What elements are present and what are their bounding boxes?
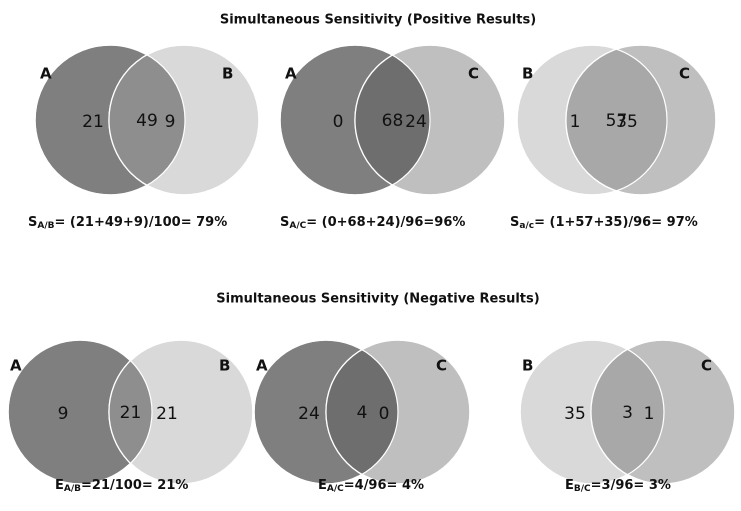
count: 57 <box>606 111 628 131</box>
section-title: Simultaneous Sensitivity (Negative Resul… <box>216 292 539 307</box>
venn: A C 0 68 24 SA/C= (0+68+24)/96=96% <box>279 44 506 231</box>
count: 0 <box>379 404 390 424</box>
formula-symbol: E <box>318 478 327 493</box>
formula-expression: = (0+68+24)/96=96% <box>306 215 465 230</box>
count: 1 <box>570 112 581 132</box>
count: 21 <box>82 112 104 132</box>
outline <box>354 44 506 196</box>
set-label: C <box>701 357 712 375</box>
set-label: B <box>522 357 533 375</box>
count: 35 <box>616 112 638 132</box>
count: 1 <box>644 404 655 424</box>
section-title: Simultaneous Sensitivity (Positive Resul… <box>220 13 536 28</box>
overlap <box>326 340 398 484</box>
formula-symbol: S <box>510 215 519 230</box>
outline <box>279 44 431 196</box>
set-label: A <box>256 357 268 375</box>
count: 68 <box>382 111 404 131</box>
count: 21 <box>120 403 142 423</box>
count: 4 <box>357 403 368 423</box>
formula-subscript: A/C <box>327 484 344 494</box>
formula-symbol: E <box>55 478 64 493</box>
set-label: C <box>468 65 479 83</box>
outline <box>519 339 665 485</box>
formula-subscript: a/c <box>519 221 534 231</box>
formula-expression: =4/96= 4% <box>344 478 424 493</box>
formula-expression: =21/100= 21% <box>81 478 188 493</box>
outline <box>590 339 736 485</box>
formula-expression: = (21+49+9)/100= 79% <box>55 215 228 230</box>
count: 49 <box>136 111 158 131</box>
formula-subscript: A/C <box>289 221 306 231</box>
formula-symbol: S <box>280 215 289 230</box>
count: 3 <box>622 403 633 423</box>
overlap <box>591 340 664 484</box>
count: 21 <box>156 404 178 424</box>
overlap <box>566 45 667 195</box>
count: 9 <box>58 404 69 424</box>
formula-expression: = (1+57+35)/96= 97% <box>534 215 698 230</box>
set-label: C <box>436 357 447 375</box>
formula: EA/C=4/96= 4% <box>318 478 424 494</box>
count: 9 <box>165 112 176 132</box>
set-label: B <box>522 65 533 83</box>
venn: B C 35 3 1 EB/C=3/96= 3% <box>519 339 736 494</box>
outline <box>34 44 186 196</box>
set-label: A <box>40 65 52 83</box>
outline <box>325 339 471 485</box>
formula: SA/C= (0+68+24)/96=96% <box>280 215 465 231</box>
set-label: B <box>222 65 233 83</box>
set-label: A <box>10 357 22 375</box>
formula-subscript: A/B <box>64 484 81 494</box>
outline <box>7 339 153 485</box>
outline <box>108 44 260 196</box>
formula: SA/B= (21+49+9)/100= 79% <box>28 215 227 231</box>
outline <box>516 44 668 196</box>
formula-symbol: S <box>28 215 37 230</box>
outline <box>253 339 399 485</box>
venn: A B 21 49 9 SA/B= (21+49+9)/100= 79% <box>28 44 260 231</box>
formula-subscript: A/B <box>37 221 54 231</box>
formula: EA/B=21/100= 21% <box>55 478 188 494</box>
set-label: C <box>679 65 690 83</box>
formula: EB/C=3/96= 3% <box>565 478 671 494</box>
overlap <box>109 45 185 195</box>
count: 24 <box>405 112 427 132</box>
overlap <box>355 45 430 195</box>
venn: A B 9 21 21 EA/B=21/100= 21% <box>7 339 254 494</box>
set-label: B <box>219 357 230 375</box>
formula: Sa/c= (1+57+35)/96= 97% <box>510 215 698 231</box>
count: 35 <box>564 404 586 424</box>
venn: A C 24 4 0 EA/C=4/96= 4% <box>253 339 471 494</box>
outline <box>108 339 254 485</box>
set-label: A <box>285 65 297 83</box>
formula-expression: =3/96= 3% <box>591 478 671 493</box>
outline <box>565 44 717 196</box>
formula-subscript: B/C <box>574 484 591 494</box>
count: 0 <box>333 112 344 132</box>
formula-symbol: E <box>565 478 574 493</box>
count: 24 <box>298 404 320 424</box>
